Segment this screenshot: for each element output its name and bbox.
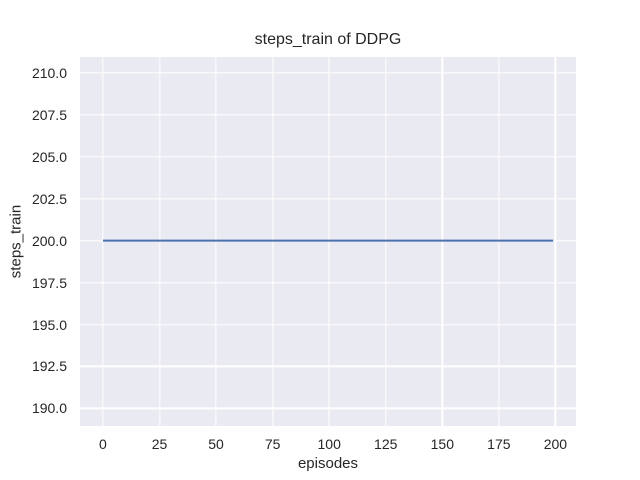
gridline-horizontal [80,365,576,368]
gridline-horizontal [80,156,576,158]
x-tick-label: 75 [264,436,281,452]
y-tick-label: 205.0 [31,148,67,165]
y-axis-tick-labels: 210.0 207.5 205.0 202.5 200.0 197.5 195.0 192.5… [0,57,67,426]
x-tick-label: 175 [487,436,511,452]
gridline-horizontal [80,198,576,200]
x-tick-label: 50 [208,436,224,452]
y-tick-label: 197.5 [31,274,67,291]
y-tick-label: 207.5 [31,106,67,123]
gridline-vertical [102,57,104,426]
x-tick-label: 125 [374,436,398,452]
y-tick-label: 192.5 [31,358,67,375]
y-tick-label: 200.0 [31,232,67,249]
y-tick-label: 190.0 [31,400,67,417]
chart-title: steps_train of DDPG [254,31,402,48]
gridline-horizontal [80,281,576,284]
y-axis-label: steps_train [7,204,25,279]
gridline-horizontal [80,72,576,74]
gridline-vertical [554,57,557,426]
gridline-horizontal [80,114,576,116]
plot-area [80,57,576,426]
x-axis-label: episodes [297,455,359,472]
x-tick-label: 0 [99,436,107,452]
y-tick-label: 202.5 [31,190,67,207]
gridline-horizontal [80,407,576,410]
x-tick-label: 200 [543,436,568,452]
y-tick-label: 210.0 [31,64,67,81]
gridline-horizontal [80,323,576,326]
x-axis-tick-labels: 0 25 50 75 100 125 150 175 200 [80,436,576,452]
x-tick-label: 150 [430,436,454,452]
y-tick-label: 195.0 [31,316,67,333]
data-series-layer [80,57,576,426]
x-tick-label: 100 [317,436,341,452]
x-tick-label: 25 [151,436,168,452]
